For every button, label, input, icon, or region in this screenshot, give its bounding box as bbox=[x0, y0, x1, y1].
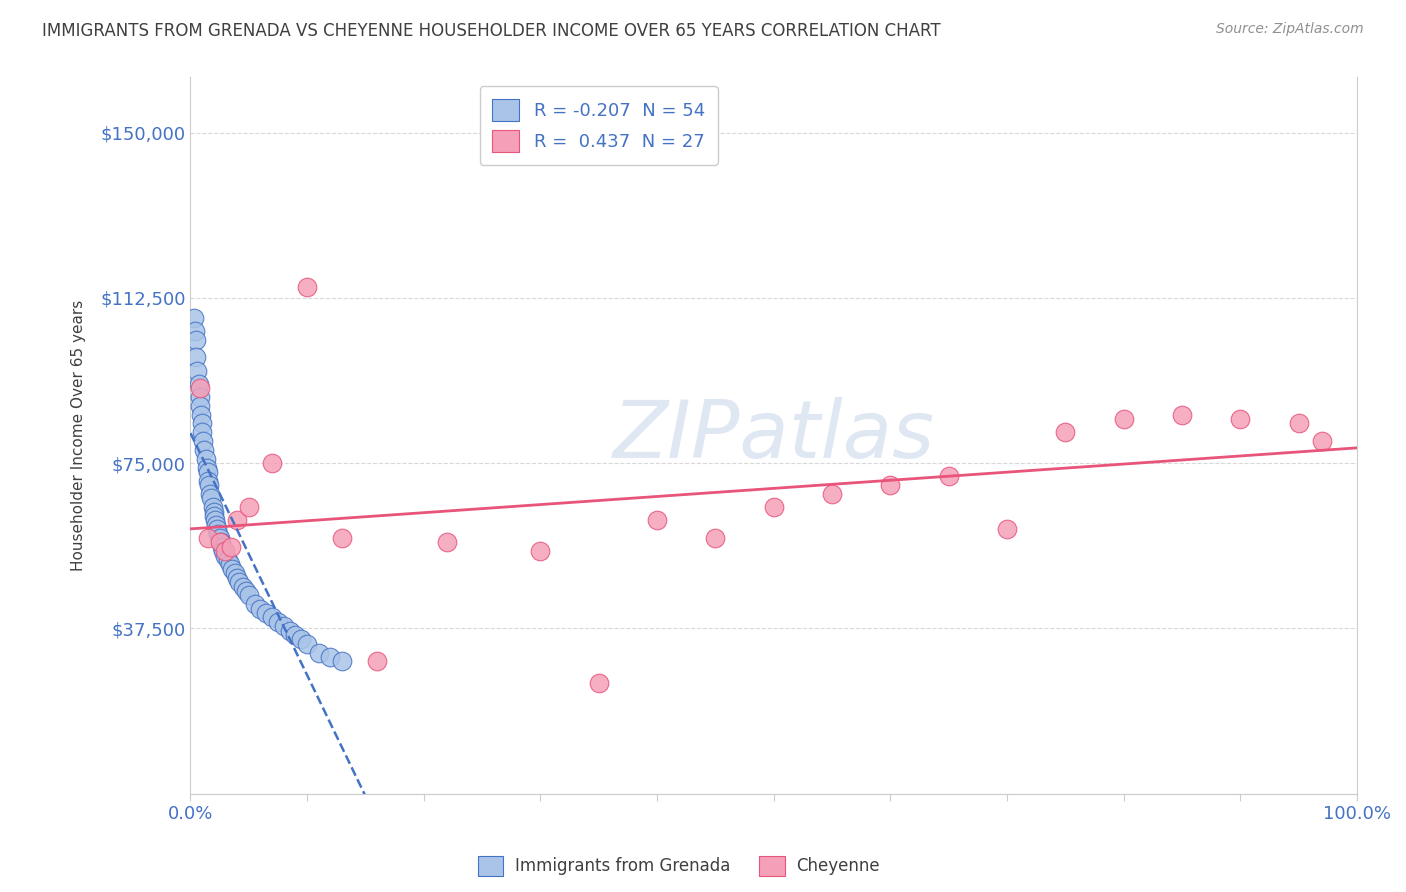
Point bbox=[295, 280, 318, 294]
Point bbox=[190, 408, 212, 422]
Point bbox=[219, 558, 242, 572]
Y-axis label: Householder Income Over 65 years: Householder Income Over 65 years bbox=[72, 300, 86, 571]
Point bbox=[235, 583, 257, 598]
Point bbox=[191, 417, 214, 431]
Point bbox=[197, 474, 219, 488]
Point bbox=[330, 655, 353, 669]
Point bbox=[202, 505, 225, 519]
Point bbox=[194, 451, 217, 466]
Point bbox=[1288, 417, 1310, 431]
Point bbox=[188, 390, 211, 404]
Point bbox=[195, 460, 218, 475]
Point bbox=[232, 580, 254, 594]
Point bbox=[209, 535, 232, 549]
Point bbox=[262, 610, 284, 624]
Text: Cheyenne: Cheyenne bbox=[796, 857, 879, 875]
Point bbox=[238, 588, 260, 602]
Point bbox=[267, 615, 290, 629]
Point bbox=[224, 566, 246, 581]
Text: IMMIGRANTS FROM GRENADA VS CHEYENNE HOUSEHOLDER INCOME OVER 65 YEARS CORRELATION: IMMIGRANTS FROM GRENADA VS CHEYENNE HOUS… bbox=[42, 22, 941, 40]
Point bbox=[938, 469, 960, 483]
Point bbox=[645, 513, 668, 527]
Point bbox=[186, 333, 208, 347]
Point bbox=[254, 606, 277, 620]
Point bbox=[212, 544, 235, 558]
Point bbox=[588, 676, 610, 690]
Point bbox=[1229, 412, 1251, 426]
Point bbox=[1171, 408, 1194, 422]
Point bbox=[221, 540, 243, 554]
Point bbox=[221, 562, 243, 576]
Point bbox=[184, 324, 207, 338]
Point bbox=[366, 655, 388, 669]
Point bbox=[188, 399, 211, 413]
Point bbox=[208, 535, 231, 549]
Point bbox=[186, 363, 208, 377]
Point bbox=[197, 531, 219, 545]
Point bbox=[191, 425, 214, 440]
Point bbox=[214, 544, 236, 558]
Point bbox=[821, 487, 844, 501]
Point bbox=[193, 434, 215, 448]
Point bbox=[202, 508, 225, 523]
Point bbox=[995, 522, 1018, 536]
Point bbox=[879, 478, 901, 492]
Point bbox=[193, 442, 215, 457]
Text: Immigrants from Grenada: Immigrants from Grenada bbox=[515, 857, 730, 875]
Point bbox=[226, 513, 249, 527]
Point bbox=[273, 619, 295, 633]
Point bbox=[284, 628, 307, 642]
Point bbox=[1054, 425, 1077, 440]
Point bbox=[183, 310, 205, 325]
Point bbox=[207, 526, 229, 541]
Point bbox=[762, 500, 785, 515]
Point bbox=[704, 531, 727, 545]
Point bbox=[1112, 412, 1135, 426]
Point bbox=[228, 575, 250, 590]
Point bbox=[290, 632, 312, 647]
Point bbox=[217, 553, 239, 567]
Point bbox=[188, 381, 211, 395]
Point bbox=[201, 500, 224, 515]
Point bbox=[207, 522, 229, 536]
Point bbox=[205, 517, 228, 532]
Point bbox=[186, 351, 208, 365]
Point bbox=[204, 513, 226, 527]
Legend: R = -0.207  N = 54, R =  0.437  N = 27: R = -0.207 N = 54, R = 0.437 N = 27 bbox=[479, 87, 718, 165]
Point bbox=[529, 544, 551, 558]
Point bbox=[238, 500, 260, 515]
Point bbox=[198, 478, 221, 492]
Point bbox=[243, 597, 266, 611]
Point bbox=[295, 637, 318, 651]
FancyBboxPatch shape bbox=[478, 856, 503, 876]
Point bbox=[278, 624, 301, 638]
Point bbox=[249, 601, 271, 615]
Point bbox=[330, 531, 353, 545]
Point bbox=[197, 465, 219, 479]
Point bbox=[200, 491, 222, 506]
Point bbox=[187, 376, 209, 391]
Point bbox=[308, 646, 330, 660]
Point bbox=[319, 650, 342, 665]
FancyBboxPatch shape bbox=[759, 856, 785, 876]
Point bbox=[214, 549, 236, 563]
Point bbox=[1310, 434, 1333, 448]
Text: Source: ZipAtlas.com: Source: ZipAtlas.com bbox=[1216, 22, 1364, 37]
Point bbox=[211, 540, 233, 554]
Point bbox=[200, 487, 222, 501]
Point bbox=[226, 571, 249, 585]
Point bbox=[208, 531, 231, 545]
Text: ZIPatlas: ZIPatlas bbox=[613, 397, 935, 475]
Point bbox=[436, 535, 458, 549]
Point bbox=[262, 456, 284, 470]
